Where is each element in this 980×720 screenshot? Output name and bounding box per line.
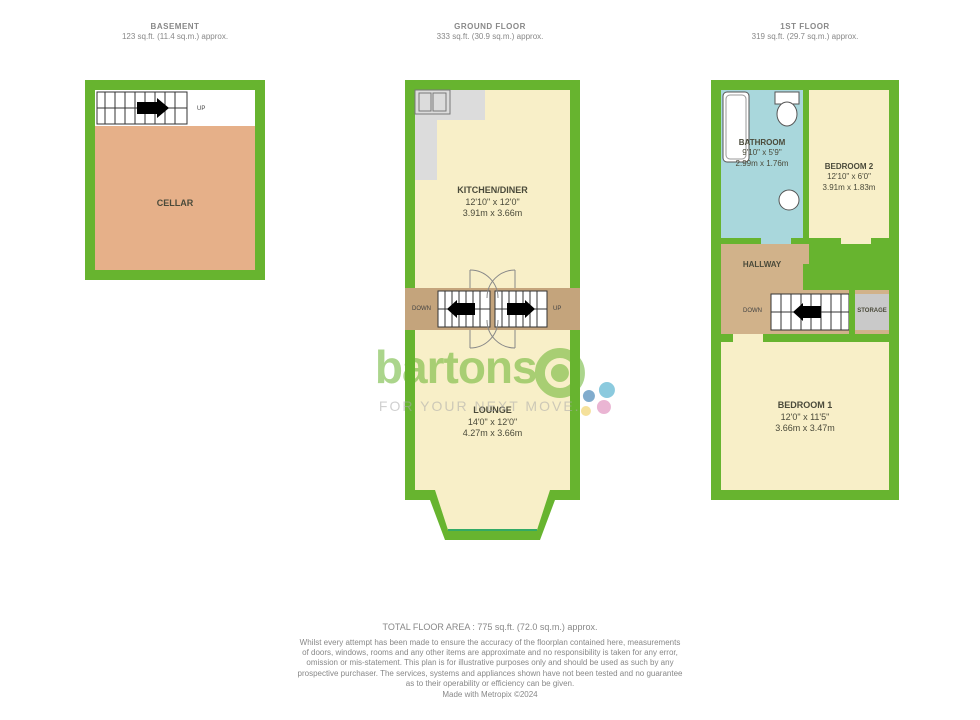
footer-l2: of doors, windows, rooms and any other i… (0, 648, 980, 658)
ground-svg (405, 80, 580, 555)
bathroom-name: BATHROOM (721, 138, 803, 148)
footer-l4: prospective purchaser. The services, sys… (0, 669, 980, 679)
bedroom2-label: BEDROOM 2 12'10" x 6'0" 3.91m x 1.83m (809, 162, 889, 193)
basement-stair-up: UP (197, 106, 205, 112)
bathroom-imp: 9'10" x 5'9" (721, 148, 803, 158)
basement-svg (85, 80, 265, 285)
bedroom2-imp: 12'10" x 6'0" (809, 172, 889, 182)
basement-plan: UP CELLAR (85, 80, 265, 285)
cellar-label: CELLAR (85, 198, 265, 210)
bathroom-label: BATHROOM 9'10" x 5'9" 2.99m x 1.76m (721, 138, 803, 169)
storage-name: STORAGE (855, 308, 889, 316)
bedroom1-met: 3.66m x 3.47m (721, 423, 889, 435)
hallway-name: HALLWAY (721, 260, 803, 270)
first-title: 1ST FLOOR (720, 22, 890, 32)
basement-header: BASEMENT 123 sq.ft. (11.4 sq.m.) approx. (90, 22, 260, 43)
footer-l3: omission or mis-statement. This plan is … (0, 658, 980, 668)
ground-title: GROUND FLOOR (405, 22, 575, 32)
lounge-name: LOUNGE (405, 405, 580, 417)
first-down: DOWN (743, 308, 762, 314)
footer-l6: Made with Metropix ©2024 (0, 690, 980, 700)
lounge-imp: 14'0" x 12'0" (405, 417, 580, 429)
bedroom2-met: 3.91m x 1.83m (809, 183, 889, 193)
kitchen-name: KITCHEN/DINER (405, 185, 580, 197)
ground-header: GROUND FLOOR 333 sq.ft. (30.9 sq.m.) app… (405, 22, 575, 43)
wm-dot-navy (583, 390, 595, 402)
footer-total: TOTAL FLOOR AREA : 775 sq.ft. (72.0 sq.m… (0, 622, 980, 634)
wm-dot-yellow (581, 406, 591, 416)
bathroom-met: 2.99m x 1.76m (721, 159, 803, 169)
bedroom1-label: BEDROOM 1 12'0" x 11'5" 3.66m x 3.47m (721, 400, 889, 435)
first-header: 1ST FLOOR 319 sq.ft. (29.7 sq.m.) approx… (720, 22, 890, 43)
bedroom1-imp: 12'0" x 11'5" (721, 412, 889, 424)
footer-l5: as to their operability or efficiency ca… (0, 679, 980, 689)
first-sub: 319 sq.ft. (29.7 sq.m.) approx. (720, 32, 890, 42)
wm-dot-blue (599, 382, 615, 398)
ground-plan: DOWN UP KITCHEN/DINER 12'10" x 12'0" 3.9… (405, 80, 580, 555)
basement-sub: 123 sq.ft. (11.4 sq.m.) approx. (90, 32, 260, 42)
lounge-label: LOUNGE 14'0" x 12'0" 4.27m x 3.66m (405, 405, 580, 440)
bedroom1-name: BEDROOM 1 (721, 400, 889, 412)
ground-up: UP (553, 306, 561, 312)
hallway-label: HALLWAY (721, 260, 803, 270)
ground-down: DOWN (412, 306, 431, 312)
basement-title: BASEMENT (90, 22, 260, 32)
footer-l1: Whilst every attempt has been made to en… (0, 638, 980, 648)
kitchen-label: KITCHEN/DINER 12'10" x 12'0" 3.91m x 3.6… (405, 185, 580, 220)
kitchen-imp: 12'10" x 12'0" (405, 197, 580, 209)
footer: TOTAL FLOOR AREA : 775 sq.ft. (72.0 sq.m… (0, 622, 980, 700)
bedroom2-name: BEDROOM 2 (809, 162, 889, 172)
wm-dot-pink (597, 400, 611, 414)
lounge-met: 4.27m x 3.66m (405, 428, 580, 440)
storage-label: STORAGE (855, 308, 889, 316)
cellar-name: CELLAR (85, 198, 265, 210)
kitchen-met: 3.91m x 3.66m (405, 208, 580, 220)
ground-sub: 333 sq.ft. (30.9 sq.m.) approx. (405, 32, 575, 42)
first-plan: DOWN BATHROOM 9'10" x 5'9" 2.99m x 1.76m… (711, 80, 899, 505)
